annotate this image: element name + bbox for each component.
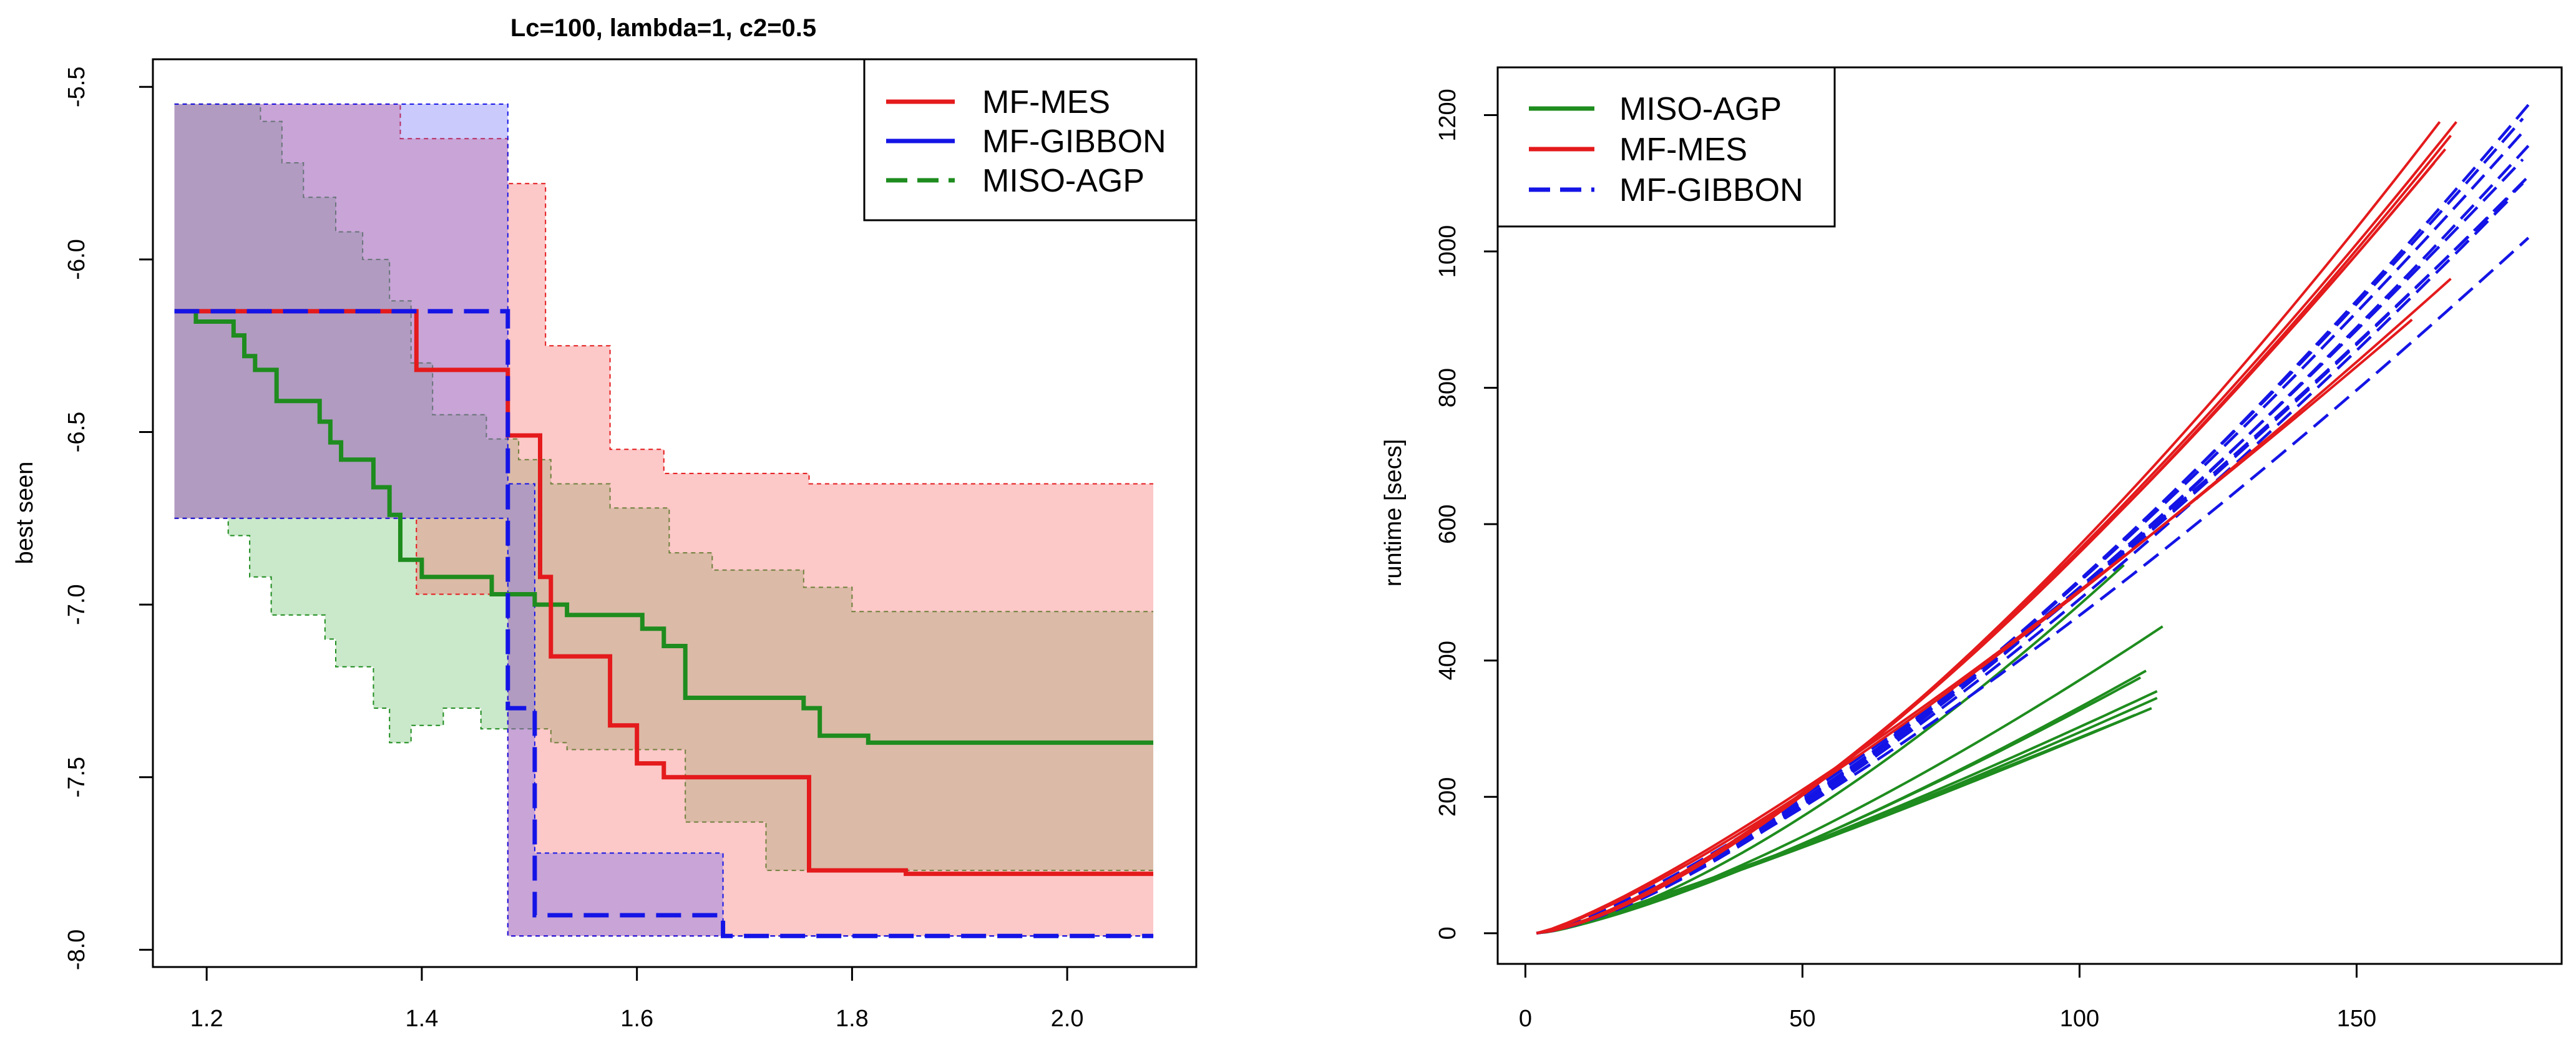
right-chart-x-tick-label: 50 [1789,1006,1815,1032]
mes-run-line [1536,278,2452,935]
right-chart-y-tick-label: 1000 [1435,225,1461,278]
left-chart-x-tick-label: 2.0 [1051,1006,1084,1032]
miso-band-upper [174,103,1154,613]
right-chart-x-axis: 0 50 100 150 [1519,964,2376,1032]
right-chart-y-tick-label: 200 [1435,777,1461,817]
mes-run-line [1536,318,2413,935]
right-chart-x-tick-label: 150 [2337,1006,2376,1032]
left-chart-title: Lc=100, lambda=1, c2=0.5 [510,14,816,42]
left-chart-x-tick-label: 1.8 [836,1006,869,1032]
left-chart-y-tick-label: -8.0 [64,930,90,970]
left-chart-plot-frame [152,58,1198,968]
right-legend-label-mf-mes: MF-MES [1619,132,1747,168]
left-chart-y-axis: -5.5 -6.0 -6.5 -7.0 -7.5 -8.0 [64,67,153,970]
right-chart-y-tick-label: 0 [1435,926,1461,940]
left-chart-x-axis: 1.2 1.4 1.6 1.8 2.0 [190,967,1084,1032]
left-chart-y-axis-label: best seen [12,462,38,565]
right-chart-y-axis-label: runtime [secs] [1380,439,1407,587]
miso-run-line [1536,676,2142,935]
right-legend-label-mf-gibbon: MF-GIBBON [1619,172,1803,208]
right-chart-y-axis: 0 200 400 600 800 1000 1200 [1435,89,1498,940]
miso-run-line [1536,564,2125,935]
left-chart-y-tick-label: -7.5 [64,757,90,797]
left-chart-x-tick-label: 1.6 [620,1006,653,1032]
right-chart-y-tick-label: 600 [1435,504,1461,543]
left-chart: Lc=100, lambda=1, c2=0.5 1.2 1.4 1.6 1.8 2.0… [12,14,1198,1032]
right-chart: 0 50 100 150 0 200 400 600 800 1000 1200 runtime … [1380,66,2563,1032]
left-chart-legend: MF-MES MF-GIBBON MISO-AGP [863,58,1198,221]
right-chart-plot-frame [1496,66,2563,965]
right-chart-y-tick-label: 800 [1435,368,1461,407]
left-chart-y-tick-label: -6.5 [64,412,90,452]
right-chart-y-tick-label: 1200 [1435,89,1461,142]
left-chart-x-tick-label: 1.4 [406,1006,439,1032]
mes-run-line [1536,162,2436,935]
right-legend-label-miso-agp: MISO-AGP [1619,91,1782,127]
left-chart-x-tick-label: 1.2 [190,1006,223,1032]
miso-mean-line [174,309,1154,745]
miso-band-lower [174,517,1154,872]
miso-band-area [174,104,1154,871]
left-chart-y-tick-label: -7.0 [64,584,90,624]
right-chart-x-tick-label: 100 [2060,1006,2099,1032]
mes-band-area [174,104,1154,936]
left-chart-y-tick-label: -5.5 [64,67,90,107]
gibbon-mean-line [174,309,1154,938]
left-legend-label-mf-mes: MF-MES [982,84,1110,120]
right-chart-lines [1536,104,2530,935]
gibbon-run-line [1536,236,2530,935]
right-chart-y-tick-label: 400 [1435,641,1461,680]
right-chart-legend: MISO-AGP MF-MES MF-GIBBON [1496,66,1836,228]
left-legend-label-mf-gibbon: MF-GIBBON [982,124,1166,160]
left-chart-y-tick-label: -6.0 [64,239,90,279]
gibbon-band-area [174,104,1154,936]
mes-band-upper [174,103,1154,485]
right-chart-x-tick-label: 0 [1519,1006,1532,1032]
left-chart-lines [174,309,1154,938]
left-legend-label-miso-agp: MISO-AGP [982,163,1144,199]
